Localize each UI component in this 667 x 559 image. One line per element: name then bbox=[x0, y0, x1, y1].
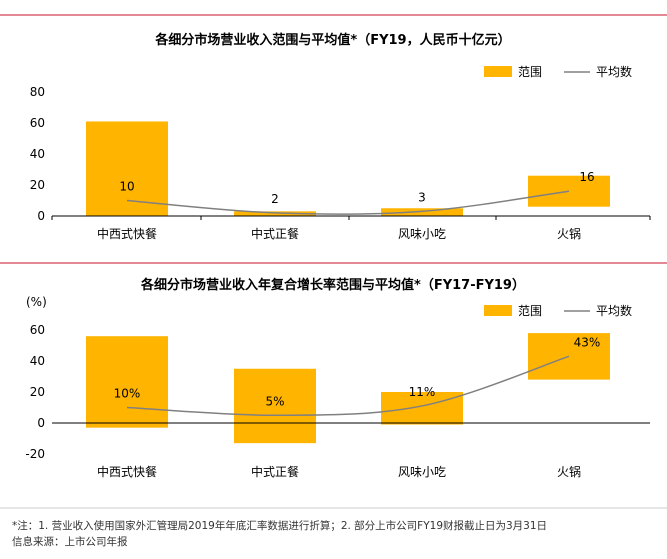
y-tick-label: 80 bbox=[30, 85, 45, 99]
avg-data-label: 10% bbox=[114, 387, 141, 401]
x-category-label: 中式正餐 bbox=[251, 226, 299, 241]
x-category-label: 中西式快餐 bbox=[97, 464, 157, 479]
legend-label-avg: 平均数 bbox=[596, 303, 632, 318]
avg-data-label: 10 bbox=[119, 180, 134, 194]
y-tick-label: 40 bbox=[30, 147, 45, 161]
range-bar bbox=[234, 368, 316, 444]
avg-data-label: 43% bbox=[574, 335, 601, 349]
footnote-note: *注：1. 营业收入使用国家外汇管理局2019年年底汇率数据进行折算；2. 部分… bbox=[12, 520, 548, 532]
range-bar bbox=[381, 392, 463, 425]
y-tick-label: 60 bbox=[30, 323, 45, 337]
y-tick-label: -20 bbox=[25, 447, 45, 461]
range-bar bbox=[86, 121, 168, 216]
chart-title: 各细分市场营业收入范围与平均值*（FY19，人民币十亿元） bbox=[154, 32, 510, 48]
legend-label-range: 范围 bbox=[518, 65, 542, 79]
legend-label-avg: 平均数 bbox=[596, 64, 632, 79]
chart-title: 各细分市场营业收入年复合增长率范围与平均值*（FY17-FY19） bbox=[140, 277, 525, 293]
x-category-label: 火锅 bbox=[557, 226, 581, 241]
x-category-label: 中西式快餐 bbox=[97, 226, 157, 241]
avg-data-label: 11% bbox=[409, 385, 436, 399]
avg-line bbox=[126, 355, 570, 417]
y-tick-label: 40 bbox=[30, 354, 45, 368]
range-bar bbox=[86, 336, 168, 428]
y-tick-label: 20 bbox=[30, 385, 45, 399]
y-tick-label: 0 bbox=[37, 416, 45, 430]
legend-label-range: 范围 bbox=[518, 304, 542, 318]
y-tick-label: 20 bbox=[30, 178, 45, 192]
y-tick-label: 0 bbox=[37, 209, 45, 223]
y-axis-label: (%) bbox=[26, 295, 47, 309]
range-bar bbox=[381, 208, 463, 216]
avg-data-label: 2 bbox=[271, 192, 279, 206]
avg-data-label: 5% bbox=[265, 394, 284, 408]
legend-swatch-range bbox=[484, 66, 512, 77]
avg-data-label: 3 bbox=[418, 190, 426, 204]
avg-line bbox=[126, 190, 570, 215]
x-category-label: 风味小吃 bbox=[398, 227, 446, 241]
avg-data-label: 16 bbox=[579, 170, 594, 184]
x-category-label: 中式正餐 bbox=[251, 464, 299, 479]
range-bar bbox=[234, 211, 316, 216]
x-category-label: 火锅 bbox=[557, 464, 581, 479]
footnote-source: 信息来源：上市公司年报 bbox=[12, 536, 128, 548]
x-category-label: 风味小吃 bbox=[398, 465, 446, 479]
legend-swatch-range bbox=[484, 305, 512, 316]
y-tick-label: 60 bbox=[30, 116, 45, 130]
